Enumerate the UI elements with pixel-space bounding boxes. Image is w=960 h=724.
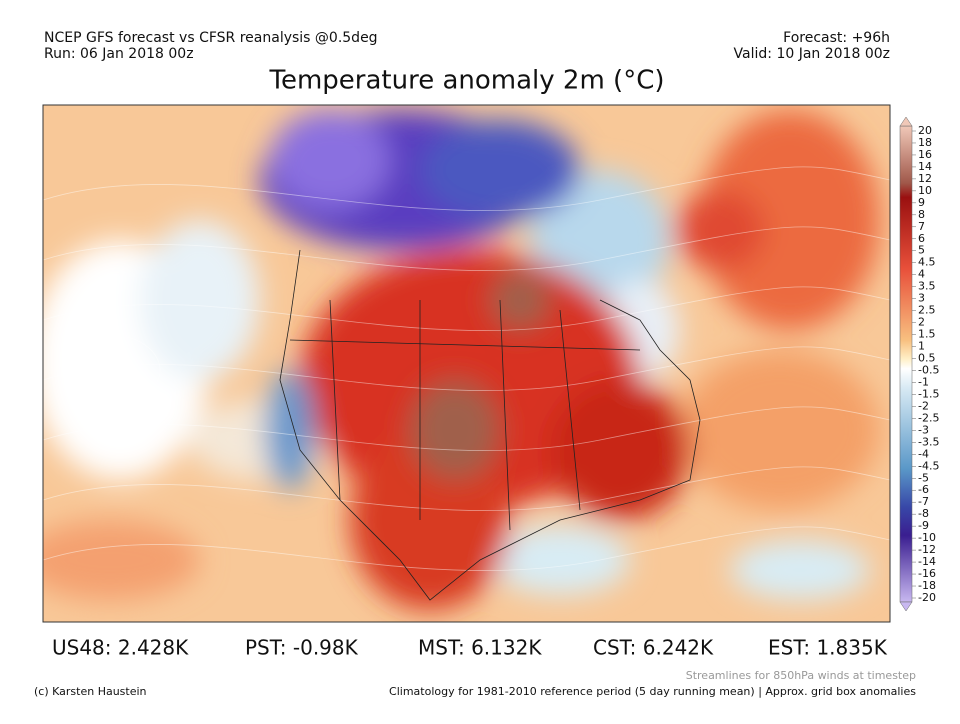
header-line: Forecast: +96h xyxy=(783,30,890,46)
colorbar-arrow xyxy=(899,601,913,612)
colorbar-label: -2 xyxy=(918,399,929,412)
region-stat: PST: -0.98K xyxy=(245,636,359,660)
colorbar-label: -3 xyxy=(918,423,929,436)
colorbar-arrow xyxy=(899,116,913,127)
colorbar-label: -0.5 xyxy=(918,363,939,376)
colorbar-label: 5 xyxy=(918,244,925,257)
colorbar-label: -4.5 xyxy=(918,459,939,472)
colorbar-label: 2.5 xyxy=(918,304,936,317)
header-line: Run: 06 Jan 2018 00z xyxy=(44,46,194,62)
map-frame xyxy=(42,104,891,623)
map xyxy=(43,105,890,622)
colorbar-label: -4 xyxy=(918,447,929,460)
colorbar-label: 6 xyxy=(918,232,925,245)
region-stat: MST: 6.132K xyxy=(418,636,542,660)
colorbar-label: -12 xyxy=(918,543,936,556)
region-stat: CST: 6.242K xyxy=(593,636,714,660)
colorbar-label: 4 xyxy=(918,268,925,281)
colorbar-label: -20 xyxy=(918,591,936,604)
region-stat: EST: 1.835K xyxy=(768,636,888,660)
colorbar-label: 20 xyxy=(918,124,932,137)
colorbar-label: 14 xyxy=(918,160,932,173)
colorbar-label: 4.5 xyxy=(918,256,936,269)
colorbar-label: 2 xyxy=(918,316,925,329)
colorbar-label: -2.5 xyxy=(918,411,939,424)
colorbar-label: 9 xyxy=(918,196,925,209)
colorbar: 201816141210987654.543.532.521.510.5-0.5… xyxy=(899,116,939,612)
header-line: NCEP GFS forecast vs CFSR reanalysis @0.… xyxy=(44,30,378,46)
colorbar-label: 18 xyxy=(918,136,932,149)
colorbar-label: 12 xyxy=(918,172,932,185)
footer-note: Climatology for 1981-2010 reference peri… xyxy=(389,685,916,698)
footer-credit: (c) Karsten Haustein xyxy=(34,685,147,698)
colorbar-label: -14 xyxy=(918,555,936,568)
colorbar-label: -16 xyxy=(918,567,936,580)
colorbar-label: 8 xyxy=(918,208,925,221)
colorbar-label: 7 xyxy=(918,220,925,233)
colorbar-label: 1.5 xyxy=(918,328,936,341)
colorbar-label: -9 xyxy=(918,519,929,532)
colorbar-label: 10 xyxy=(918,184,932,197)
stats: US48: 2.428K PST: -0.98K MST: 6.132K CST: 6… xyxy=(52,636,888,660)
colorbar-label: -10 xyxy=(918,531,936,544)
colorbar-label: -1.5 xyxy=(918,387,939,400)
colorbar-label: 3.5 xyxy=(918,280,936,293)
footer-note: Streamlines for 850hPa winds at timestep xyxy=(686,669,916,682)
colorbar-label: 0.5 xyxy=(918,352,936,365)
colorbar-label: -1 xyxy=(918,375,929,388)
header-line: Valid: 10 Jan 2018 00z xyxy=(734,46,890,62)
colorbar-label: 3 xyxy=(918,292,925,305)
colorbar-scale xyxy=(899,125,913,603)
colorbar-label: -8 xyxy=(918,507,929,520)
colorbar-label: -5 xyxy=(918,471,929,484)
colorbar-label: -18 xyxy=(918,579,936,592)
colorbar-label: -3.5 xyxy=(918,435,939,448)
map-title: Temperature anomaly 2m (°C) xyxy=(269,66,665,96)
colorbar-label: 1 xyxy=(918,340,925,353)
colorbar-label: 16 xyxy=(918,148,932,161)
colorbar-label: -7 xyxy=(918,495,929,508)
region-stat: US48: 2.428K xyxy=(52,636,189,660)
colorbar-label: -6 xyxy=(918,483,929,496)
